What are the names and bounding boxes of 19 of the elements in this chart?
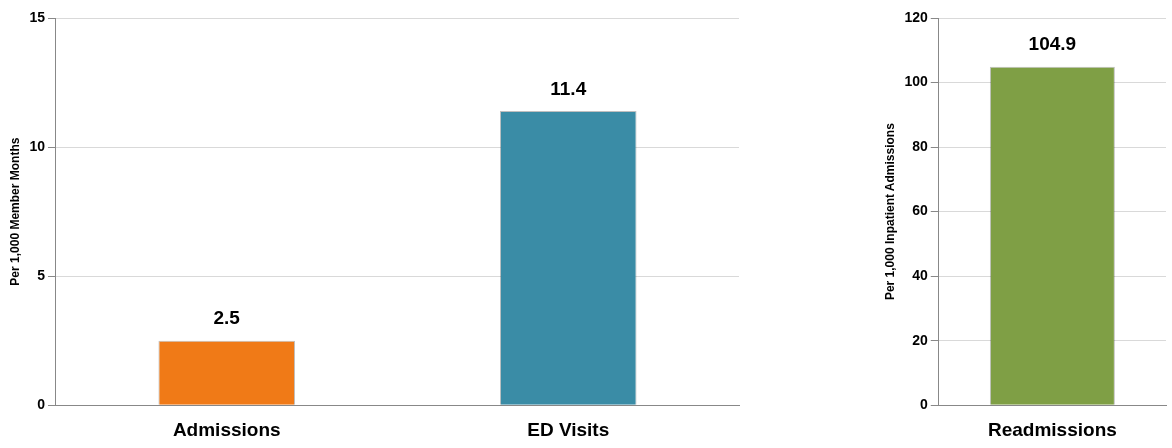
y-tick-label: 100 bbox=[904, 73, 928, 90]
y-tick-label: 5 bbox=[37, 266, 46, 283]
y-axis-title: Per 1,000 Inpatient Admissions bbox=[882, 122, 897, 301]
y-tick-label: 40 bbox=[912, 266, 928, 283]
data-label: 104.9 bbox=[1028, 33, 1077, 55]
y-tick-label: 10 bbox=[29, 137, 46, 154]
data-label: 2.5 bbox=[213, 307, 241, 329]
data-label: 11.4 bbox=[550, 77, 587, 99]
x-tick-label: Readmissions bbox=[987, 418, 1117, 440]
y-tick-label: 15 bbox=[29, 8, 46, 25]
x-tick-label: ED Visits bbox=[527, 418, 610, 440]
x-tick-label: Admissions bbox=[172, 418, 281, 440]
y-tick-label: 60 bbox=[912, 202, 928, 219]
y-tick-label: 80 bbox=[912, 137, 928, 154]
y-tick-label: 0 bbox=[919, 396, 928, 413]
y-axis-title: Per 1,000 Member Months bbox=[7, 137, 22, 286]
y-tick-label: 20 bbox=[912, 331, 928, 348]
y-tick-label: 120 bbox=[904, 8, 928, 25]
y-tick-label: 0 bbox=[37, 396, 46, 413]
